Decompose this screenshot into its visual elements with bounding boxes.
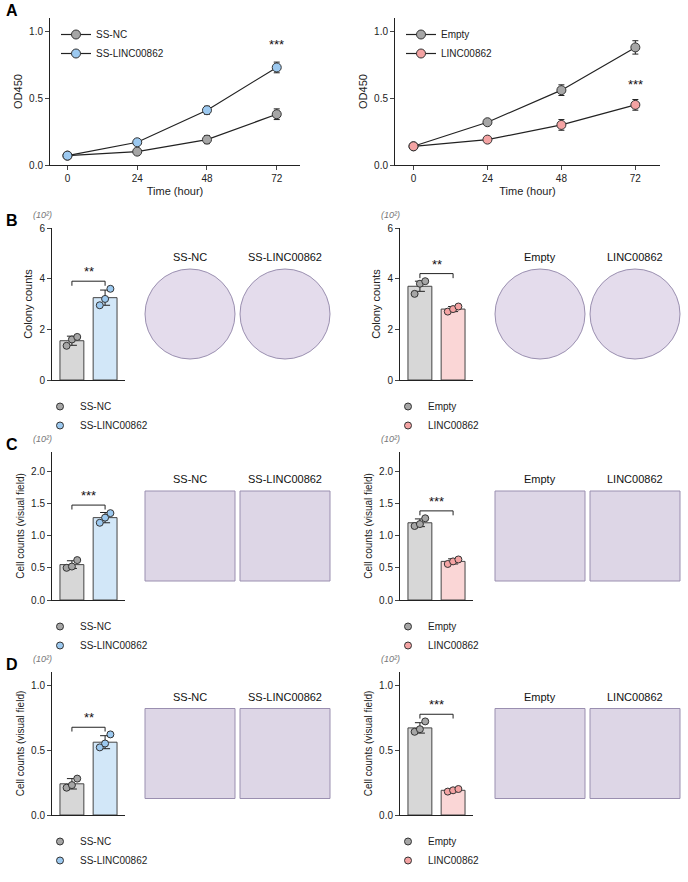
svg-text:LINC00862: LINC00862 xyxy=(428,640,479,651)
svg-text:SS-LINC00862: SS-LINC00862 xyxy=(80,855,148,866)
svg-text:Empty: Empty xyxy=(428,621,456,632)
svg-text:0: 0 xyxy=(387,375,393,386)
svg-text:2: 2 xyxy=(387,324,393,335)
svg-text:6: 6 xyxy=(39,223,45,234)
svg-text:72: 72 xyxy=(630,173,642,184)
svg-text:LINC00862: LINC00862 xyxy=(607,691,663,703)
svg-text:48: 48 xyxy=(201,173,213,184)
svg-text:24: 24 xyxy=(132,173,144,184)
svg-text:Empty: Empty xyxy=(428,401,456,412)
svg-text:(10²): (10²) xyxy=(381,654,400,664)
svg-text:SS-NC: SS-NC xyxy=(80,836,111,847)
svg-text:0: 0 xyxy=(39,375,45,386)
svg-text:Empty: Empty xyxy=(524,691,556,703)
svg-text:0.0: 0.0 xyxy=(374,160,388,171)
svg-text:**: ** xyxy=(84,264,94,279)
svg-text:Colony counts: Colony counts xyxy=(370,269,382,339)
svg-text:***: *** xyxy=(81,488,96,503)
svg-text:SS-NC: SS-NC xyxy=(96,29,127,40)
svg-text:24: 24 xyxy=(482,173,494,184)
svg-text:SS-NC: SS-NC xyxy=(173,251,207,263)
svg-text:Cell counts (visual field): Cell counts (visual field) xyxy=(15,691,26,797)
svg-text:0.0: 0.0 xyxy=(31,595,45,606)
svg-text:LINC00862: LINC00862 xyxy=(607,473,663,485)
svg-text:0.5: 0.5 xyxy=(31,745,45,756)
svg-text:(10²): (10²) xyxy=(381,434,400,444)
svg-text:Cell counts (visual field): Cell counts (visual field) xyxy=(15,473,26,579)
svg-text:SS-LINC00862: SS-LINC00862 xyxy=(248,691,322,703)
svg-text:0.5: 0.5 xyxy=(379,745,393,756)
svg-text:***: *** xyxy=(429,494,444,509)
svg-text:1.5: 1.5 xyxy=(31,498,45,509)
svg-text:A: A xyxy=(6,2,18,19)
svg-text:72: 72 xyxy=(271,173,283,184)
svg-text:0.0: 0.0 xyxy=(29,160,43,171)
svg-text:Empty: Empty xyxy=(524,251,556,263)
svg-text:2.0: 2.0 xyxy=(379,466,393,477)
svg-text:0.5: 0.5 xyxy=(374,93,388,104)
svg-text:Empty: Empty xyxy=(524,473,556,485)
svg-text:2: 2 xyxy=(39,324,45,335)
svg-text:0.0: 0.0 xyxy=(379,595,393,606)
svg-text:**: ** xyxy=(432,257,442,272)
svg-text:1.0: 1.0 xyxy=(31,530,45,541)
svg-text:1.0: 1.0 xyxy=(379,530,393,541)
svg-text:1.0: 1.0 xyxy=(29,26,43,37)
svg-text:0.5: 0.5 xyxy=(29,93,43,104)
svg-text:LINC00862: LINC00862 xyxy=(607,251,663,263)
svg-text:SS-LINC00862: SS-LINC00862 xyxy=(248,251,322,263)
svg-text:1.0: 1.0 xyxy=(374,26,388,37)
svg-text:SS-LINC00862: SS-LINC00862 xyxy=(80,640,148,651)
svg-text:0.5: 0.5 xyxy=(31,562,45,573)
svg-text:Time (hour): Time (hour) xyxy=(147,185,203,197)
svg-text:Cell counts (visual field): Cell counts (visual field) xyxy=(363,473,374,579)
svg-text:(10²): (10²) xyxy=(381,210,400,220)
svg-text:(10²): (10²) xyxy=(33,210,52,220)
svg-text:D: D xyxy=(6,656,18,673)
svg-text:(10²): (10²) xyxy=(33,434,52,444)
svg-text:LINC00862: LINC00862 xyxy=(428,420,479,431)
svg-text:2.0: 2.0 xyxy=(31,466,45,477)
svg-text:0.5: 0.5 xyxy=(379,562,393,573)
svg-text:0.0: 0.0 xyxy=(379,810,393,821)
svg-text:OD450: OD450 xyxy=(12,74,24,109)
svg-text:(10²): (10²) xyxy=(33,654,52,664)
svg-text:1.0: 1.0 xyxy=(379,680,393,691)
svg-text:***: *** xyxy=(429,697,444,712)
svg-text:C: C xyxy=(6,436,18,453)
svg-text:SS-LINC00862: SS-LINC00862 xyxy=(96,48,164,59)
svg-text:0: 0 xyxy=(65,173,71,184)
svg-text:SS-LINC00862: SS-LINC00862 xyxy=(80,420,148,431)
svg-text:Colony counts: Colony counts xyxy=(22,269,34,339)
svg-text:SS-NC: SS-NC xyxy=(173,473,207,485)
svg-text:6: 6 xyxy=(387,223,393,234)
svg-text:SS-NC: SS-NC xyxy=(173,691,207,703)
svg-text:LINC00862: LINC00862 xyxy=(441,48,492,59)
svg-text:1.5: 1.5 xyxy=(379,498,393,509)
svg-text:Cell counts (visual field): Cell counts (visual field) xyxy=(363,691,374,797)
svg-text:48: 48 xyxy=(556,173,568,184)
svg-text:SS-LINC00862: SS-LINC00862 xyxy=(248,473,322,485)
svg-text:0.0: 0.0 xyxy=(31,810,45,821)
svg-text:***: *** xyxy=(269,37,284,52)
svg-text:B: B xyxy=(6,212,18,229)
svg-text:**: ** xyxy=(84,710,94,725)
svg-text:0: 0 xyxy=(411,173,417,184)
svg-text:4: 4 xyxy=(39,273,45,284)
svg-text:Time (hour): Time (hour) xyxy=(499,185,555,197)
svg-text:OD450: OD450 xyxy=(357,74,369,109)
svg-text:SS-NC: SS-NC xyxy=(80,401,111,412)
svg-text:Empty: Empty xyxy=(441,29,469,40)
svg-text:***: *** xyxy=(628,77,643,92)
svg-text:LINC00862: LINC00862 xyxy=(428,855,479,866)
svg-text:SS-NC: SS-NC xyxy=(80,621,111,632)
svg-text:4: 4 xyxy=(387,273,393,284)
svg-text:Empty: Empty xyxy=(428,836,456,847)
svg-text:1.0: 1.0 xyxy=(31,680,45,691)
